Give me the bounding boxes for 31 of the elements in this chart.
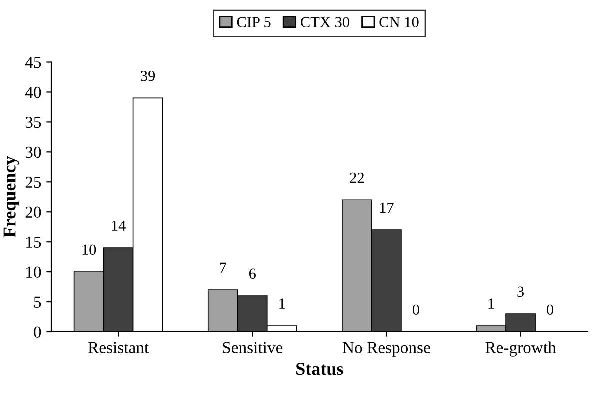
x-axis-title: Status — [296, 363, 344, 376]
y-tick-label: 10 — [26, 266, 42, 278]
x-tick-label: Resistant — [88, 342, 150, 354]
legend-label: CN 10 — [380, 17, 419, 28]
data-label: 39 — [141, 70, 156, 82]
y-axis-title: Frequency — [4, 156, 20, 238]
y-tick-label: 45 — [25, 57, 42, 68]
y-tick-label: 15 — [26, 236, 42, 248]
data-label: 6 — [249, 268, 256, 280]
x-tick-label: Sensitive — [223, 342, 283, 354]
y-tick-label: 35 — [26, 116, 42, 128]
y-tick-label: 30 — [26, 146, 42, 158]
y-tick-label: 40 — [25, 86, 42, 98]
data-label: 0 — [547, 304, 554, 316]
x-tick-label: Re-growth — [486, 342, 556, 357]
data-label: 7 — [220, 262, 227, 273]
data-label: 10 — [82, 244, 96, 256]
legend-label: CIP 5 — [237, 17, 271, 28]
x-tick-label: No Response — [342, 342, 430, 357]
data-label: 1 — [280, 298, 286, 309]
legend-label: CTX 30 — [301, 17, 350, 28]
data-label: 22 — [350, 172, 364, 183]
data-label: 17 — [380, 202, 394, 213]
y-tick-label: 5 — [34, 296, 42, 308]
data-label: 3 — [518, 286, 524, 298]
data-label: 0 — [412, 304, 420, 316]
y-tick-label: 0 — [34, 326, 42, 338]
data-label: 1 — [488, 298, 494, 309]
y-tick-label: 20 — [26, 206, 42, 218]
data-label: 14 — [112, 220, 126, 231]
y-tick-label: 25 — [26, 176, 42, 188]
